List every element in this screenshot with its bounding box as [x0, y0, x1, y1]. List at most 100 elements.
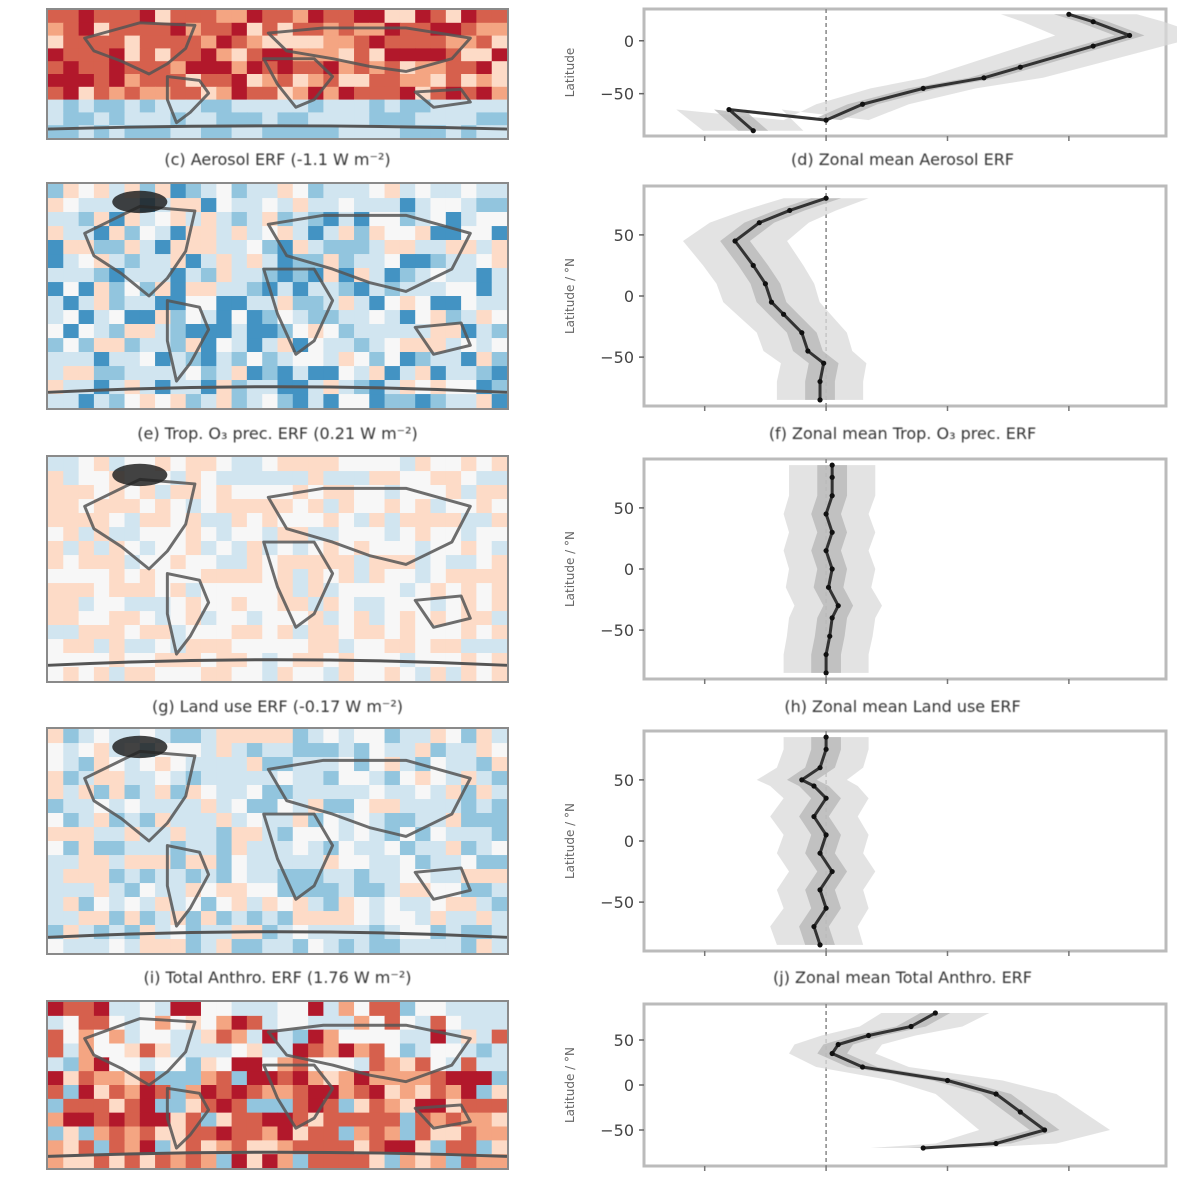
zonal-mean-point	[1126, 32, 1133, 39]
map-svg	[48, 729, 507, 953]
ytick-label: 0	[624, 560, 634, 579]
zonal-mean-point	[805, 348, 811, 354]
ylabel: Latitude / °N	[563, 803, 577, 879]
zonal-mean-line	[800, 737, 834, 946]
zonal-mean-point	[823, 651, 829, 658]
zonal-mean-point	[823, 905, 829, 911]
zonal-mean-point	[829, 566, 835, 572]
ytick-label: 0	[624, 287, 634, 306]
caption-c: (c) Aerosol ERF (-1.1 W m⁻²)	[164, 150, 391, 169]
zonal-mean-land-use: 50 0 −50 Latitude / °N	[540, 455, 1170, 684]
zonal-mean-point	[817, 887, 823, 893]
zonal-mean-point	[825, 584, 832, 590]
ytick-label: 0	[624, 1076, 634, 1095]
map-total-anthro-erf	[46, 727, 509, 955]
zonal-mean-point	[823, 670, 829, 676]
model-spread-band	[676, 14, 1177, 131]
zonal-mean-point	[811, 813, 817, 820]
zonal-mean-point	[750, 128, 756, 134]
map-field	[48, 729, 507, 953]
zonal-mean-point	[932, 1010, 938, 1016]
ylabel: Latitude / °N	[563, 1047, 577, 1123]
zonal-mean-point	[811, 923, 817, 930]
map-panel-5	[46, 1000, 509, 1170]
zonal-svg: 50 0 −50 Latitude / °N	[563, 184, 1168, 411]
zonal-mean-point	[750, 262, 756, 269]
caption-d: (d) Zonal mean Aerosol ERF	[790, 150, 1015, 169]
zonal-mean-point	[1090, 19, 1096, 25]
zonal-mean-point	[944, 1077, 951, 1084]
zonal-mean-point	[823, 195, 829, 201]
zonal-mean-point	[981, 75, 987, 81]
zonal-svg: 50 0 −50 Latitude / °N	[563, 729, 1168, 956]
zonal-mean-point	[768, 299, 775, 305]
zonal-mean-point	[799, 330, 805, 336]
ytick-label: 50	[614, 226, 634, 245]
zonal-mean-point	[823, 117, 829, 123]
caption-h: (h) Zonal mean Land use ERF	[784, 697, 1021, 716]
model-iqr-band	[720, 198, 841, 400]
zonal-svg: 50 0 −50 Latitude / °N	[563, 457, 1168, 684]
zonal-mean-point	[817, 942, 823, 948]
ytick-label: 50	[614, 1031, 634, 1050]
zonal-mean-point	[993, 1140, 999, 1147]
zonal-mean-point	[865, 1032, 872, 1039]
caption-j: (j) Zonal mean Total Anthro. ERF	[773, 968, 1032, 987]
zonal-mean-trop-o3: 50 0 −50 Latitude / °N	[540, 182, 1170, 411]
ytick-label: −50	[600, 348, 634, 367]
caption-i: (i) Total Anthro. ERF (1.76 W m⁻²)	[143, 968, 412, 987]
zonal-mean-point	[920, 85, 926, 91]
zonal-mean-point	[817, 765, 823, 771]
map-svg	[48, 1002, 507, 1168]
coastlines	[48, 21, 507, 131]
caption-f: (f) Zonal mean Trop. O₃ prec. ERF	[768, 424, 1037, 443]
zonal-mean-point	[756, 220, 762, 226]
ytick-label: 0	[624, 32, 634, 51]
map-svg	[48, 10, 507, 138]
zonal-mean-point	[823, 832, 829, 838]
zonal-mean-point	[823, 734, 829, 740]
ytick-label: −50	[600, 893, 634, 912]
zonal-mean-point	[799, 777, 805, 783]
zonal-mean-point	[1017, 64, 1023, 70]
zonal-mean-point	[823, 511, 829, 517]
zonal-mean-point	[859, 1064, 866, 1070]
zonal-mean-point	[817, 397, 823, 403]
plot-frame	[642, 457, 1168, 681]
zonal-mean-point	[920, 1145, 926, 1151]
zonal-mean-point	[835, 603, 841, 609]
coastlines	[48, 735, 507, 939]
map-trop-o3-erf	[46, 182, 509, 410]
zonal-mean-point	[823, 746, 829, 752]
zonal-mean-point	[829, 615, 835, 621]
zonal-svg: 50 0 −50 Latitude / °N	[563, 1002, 1168, 1171]
coastlines	[48, 1017, 507, 1158]
zonal-mean-point	[829, 1050, 835, 1057]
zonal-mean-point	[829, 462, 835, 468]
ytick-label: 50	[614, 499, 634, 518]
map-aerosol-erf	[46, 8, 509, 140]
zonal-mean-point	[829, 493, 835, 499]
zonal-mean-point	[829, 474, 835, 480]
model-iqr-band	[786, 737, 848, 945]
ylabel: Latitude	[563, 48, 577, 97]
plot-frame	[642, 729, 1168, 953]
ytick-label: 0	[624, 832, 634, 851]
zonal-svg: 0 −50 Latitude	[563, 7, 1177, 141]
zonal-mean-point	[817, 850, 823, 856]
zonal-mean-point	[817, 378, 823, 385]
zonal-mean-point	[781, 311, 787, 317]
caption-e: (e) Trop. O₃ prec. ERF (0.21 W m⁻²)	[137, 424, 418, 443]
ytick-label: −50	[600, 1121, 634, 1140]
zonal-mean-point	[726, 106, 732, 113]
map-svg	[48, 457, 507, 681]
ytick-label: 50	[614, 771, 634, 790]
zonal-mean-point	[1066, 11, 1072, 17]
zonal-mean-point	[1090, 43, 1096, 49]
zonal-mean-point	[787, 207, 793, 214]
map-land-use-erf	[46, 455, 509, 683]
map-field	[48, 184, 507, 408]
zonal-mean-point	[762, 281, 768, 287]
zonal-mean-point	[823, 548, 829, 554]
coastlines	[48, 463, 507, 667]
